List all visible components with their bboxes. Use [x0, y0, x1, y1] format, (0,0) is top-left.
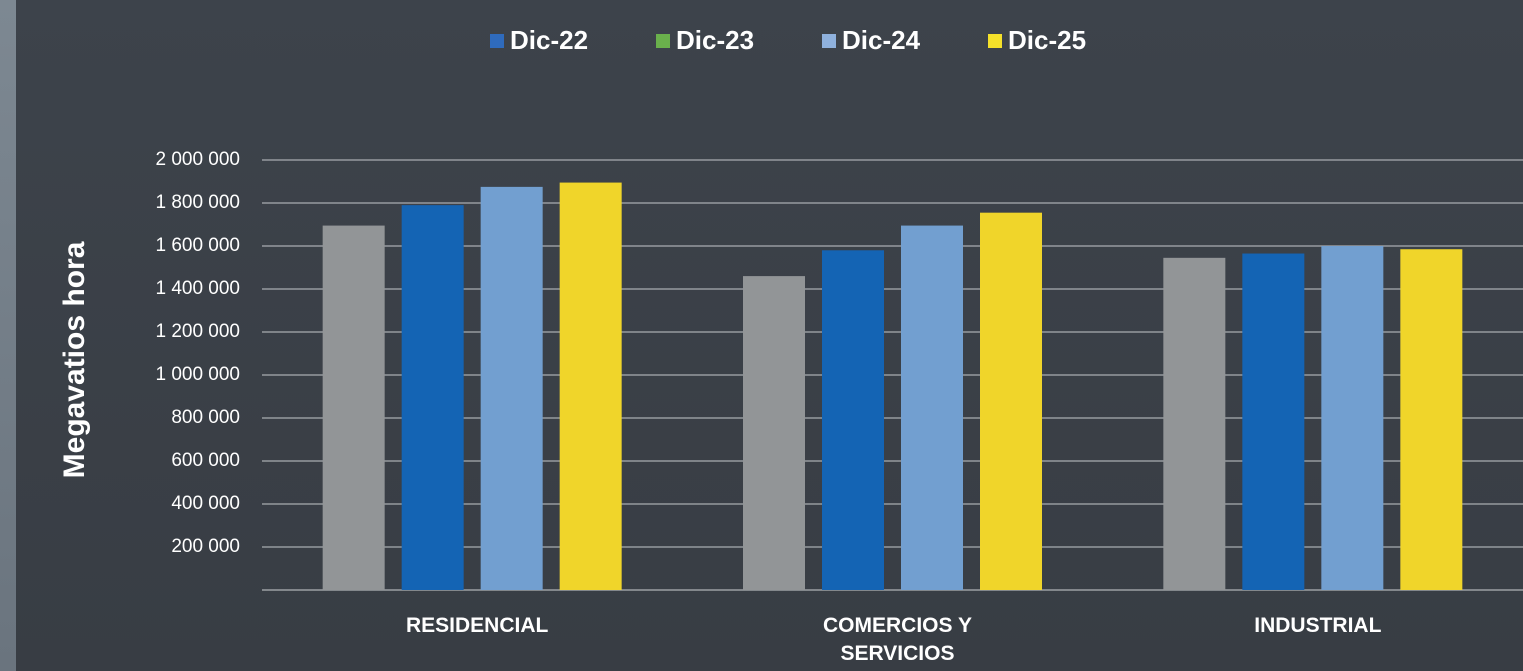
bar	[322, 225, 385, 590]
side-strip	[0, 0, 16, 671]
x-tick-label: COMERCIOS Y SERVICIOS	[823, 614, 972, 665]
legend-label: Dic-22	[510, 25, 588, 55]
legend-label: Dic-25	[1008, 25, 1086, 55]
bar	[1163, 257, 1226, 590]
y-tick-label: 200 000	[171, 536, 240, 557]
bar	[901, 225, 963, 590]
bar	[1400, 249, 1463, 590]
legend-swatch	[988, 34, 1002, 48]
bar	[401, 205, 464, 590]
y-tick-label: 600 000	[171, 450, 240, 471]
bar	[822, 250, 884, 591]
y-tick-label: 1 800 000	[155, 192, 240, 213]
y-tick-label: 800 000	[171, 407, 240, 428]
x-tick-label: RESIDENCIAL	[405, 614, 549, 637]
bar	[559, 182, 622, 590]
bar	[1321, 246, 1384, 590]
legend-label: Dic-24	[842, 25, 921, 55]
y-tick-label: 2 000 000	[155, 149, 240, 170]
bar	[1242, 253, 1305, 590]
legend-swatch	[822, 34, 836, 48]
y-tick-label: 400 000	[171, 493, 240, 514]
bar	[980, 212, 1042, 591]
y-tick-label: 1 600 000	[155, 235, 240, 256]
bar	[480, 186, 543, 590]
y-axis-title: Megavatios hora	[58, 241, 91, 478]
y-tick-label: 1 400 000	[155, 278, 240, 299]
legend-swatch	[490, 34, 504, 48]
y-tick-label: 1 200 000	[155, 321, 240, 342]
x-tick-label: INDUSTRIAL	[1254, 614, 1382, 637]
legend-label: Dic-23	[676, 25, 754, 55]
bar	[743, 276, 805, 590]
y-tick-label: 1 000 000	[155, 364, 240, 385]
legend-swatch	[656, 34, 670, 48]
